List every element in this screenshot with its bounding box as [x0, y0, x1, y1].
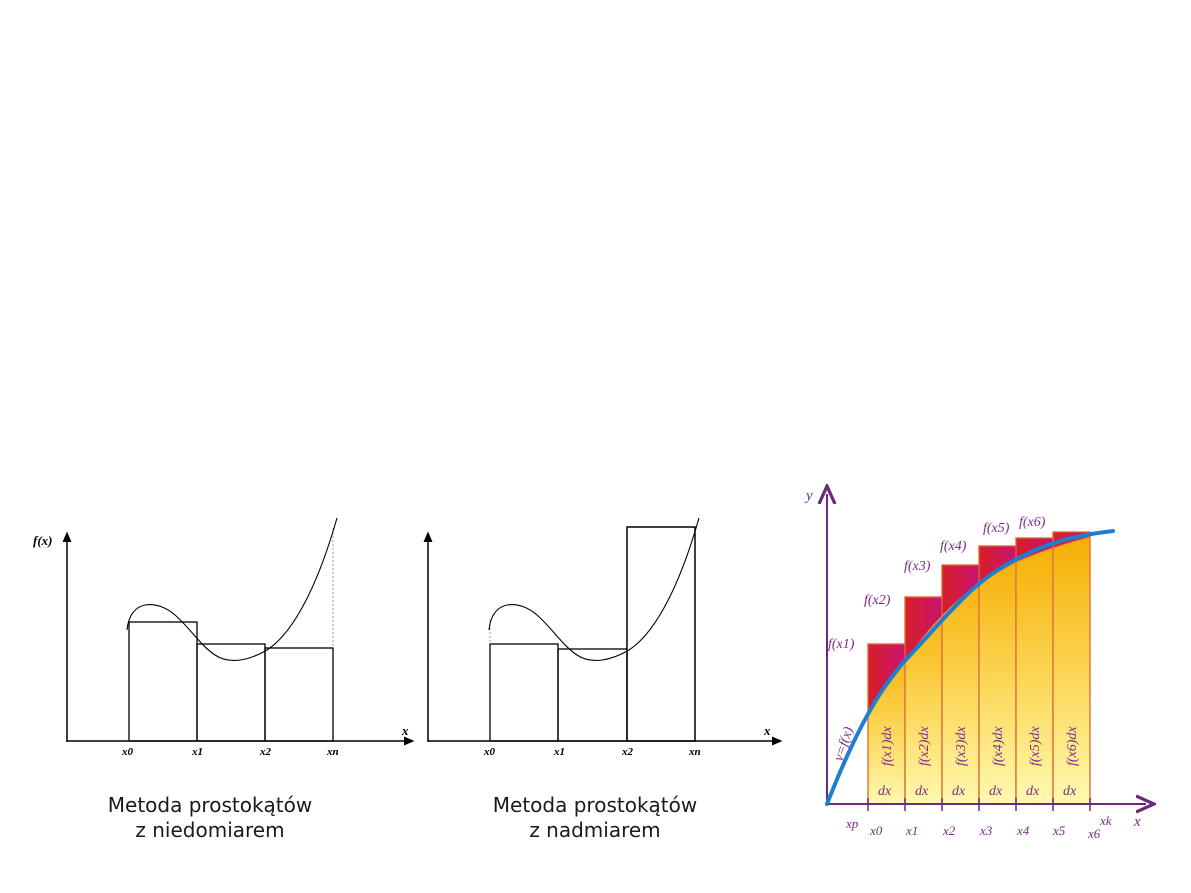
caption-over: Metoda prostokątów z nadmiarem: [465, 793, 725, 843]
axis-label-x6: x6: [1087, 826, 1101, 841]
tick-x2: x2: [259, 746, 272, 758]
strip-label-5: f(x5)dx: [1028, 726, 1043, 766]
y-axis-label: y: [804, 488, 813, 504]
function-curve: [825, 529, 1115, 806]
rectangle-3: [626, 526, 696, 742]
tick-xn: xn: [326, 746, 339, 758]
function-curve: [126, 517, 338, 661]
rectangle-3: [264, 647, 334, 742]
value-label-3: f(x3): [904, 559, 931, 574]
strip-6: [1052, 531, 1091, 805]
strip-5: [1015, 537, 1054, 805]
tick-x0: x0: [483, 746, 496, 758]
rectangles-under-svg: f(x) x x0 x1 x2 xn: [33, 517, 415, 758]
tick-x2: x2: [621, 746, 634, 758]
caption-under-line1: Metoda prostokątów: [107, 793, 313, 817]
diagram-integral-strips: y x y=f(x) f(x1)dx f(x2)dx f(x3)dx f(x4)…: [800, 480, 1160, 860]
value-label-2: f(x2): [864, 593, 891, 608]
x-axis-label: x: [763, 723, 771, 738]
x-ticks: [867, 798, 1091, 811]
strip-label-6: f(x6)dx: [1065, 726, 1080, 766]
axis-label-x2: x2: [942, 823, 956, 838]
value-label-6: f(x6): [1019, 515, 1046, 530]
value-label-1: f(x1): [828, 637, 855, 652]
caption-over-line2: z nadmiarem: [529, 818, 661, 842]
dx-label: dx: [878, 784, 892, 799]
integral-strips-svg: y x y=f(x) f(x1)dx f(x2)dx f(x3)dx f(x4)…: [804, 480, 1160, 841]
value-label-5: f(x5): [983, 521, 1010, 536]
caption-over-line1: Metoda prostokątów: [492, 793, 698, 817]
rectangle-1: [128, 621, 198, 742]
dx-label: dx: [989, 784, 1003, 799]
diagram-rectangles-under: f(x) x x0 x1 x2 xn: [30, 510, 420, 760]
tick-xn: xn: [688, 746, 701, 758]
strip-label-4: f(x4)dx: [991, 726, 1006, 766]
diagram-rectangles-over: x x0 x1 x2 xn: [410, 510, 790, 760]
axis-label-x1: x1: [905, 823, 918, 838]
strip-label-1: f(x1)dx: [880, 726, 895, 766]
axis-label-x3: x3: [979, 823, 993, 838]
y-axis-label: f(x): [33, 533, 53, 548]
rectangles-over-svg: x x0 x1 x2 xn: [423, 517, 783, 758]
rectangle-1: [489, 643, 559, 742]
dx-label: dx: [1063, 784, 1077, 799]
strip-label-2: f(x2)dx: [917, 726, 932, 766]
strip-label-3: f(x3)dx: [954, 726, 969, 766]
tick-x1: x1: [191, 746, 203, 758]
x-axis-label: x: [401, 723, 409, 738]
x-axis-label: x: [1133, 814, 1141, 830]
tick-x0: x0: [121, 746, 134, 758]
dx-labels: dx dx dx dx dx dx: [878, 784, 1077, 799]
caption-under-line2: z niedomiarem: [135, 818, 285, 842]
tick-x1: x1: [553, 746, 565, 758]
dx-label: dx: [1026, 784, 1040, 799]
value-label-4: f(x4): [940, 539, 967, 554]
axis-label-xp: xp: [845, 816, 859, 831]
dx-label: dx: [915, 784, 929, 799]
axis-label-xk: xk: [1099, 813, 1112, 828]
caption-under: Metoda prostokątów z niedomiarem: [80, 793, 340, 843]
rectangle-2: [557, 648, 628, 742]
axis-label-x4: x4: [1016, 823, 1030, 838]
axis-label-x0: x0: [869, 823, 883, 838]
rectangle-2: [196, 643, 266, 742]
dx-label: dx: [952, 784, 966, 799]
function-curve: [488, 517, 700, 661]
axis-label-x5: x5: [1052, 823, 1066, 838]
